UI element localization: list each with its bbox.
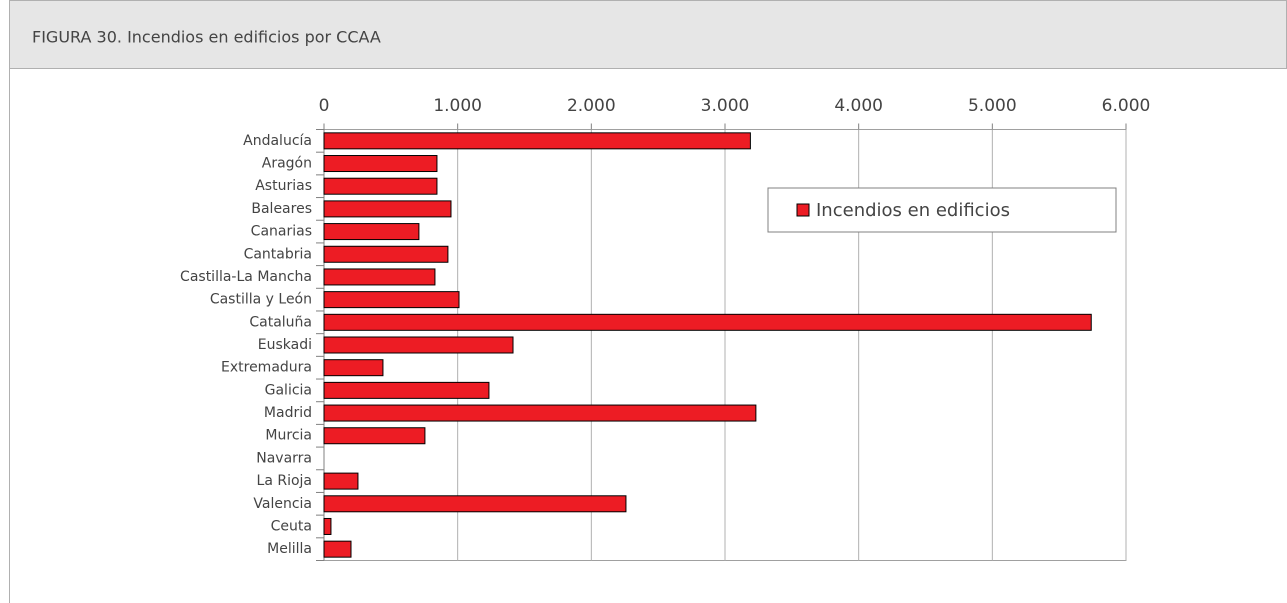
y-tick-label: Euskadi — [258, 337, 312, 353]
x-tick-label: 6.000 — [1102, 96, 1151, 116]
bar — [323, 200, 452, 218]
y-tick-label: Baleares — [251, 201, 312, 217]
y-tick-label: Castilla-La Mancha — [180, 269, 312, 285]
legend-box — [767, 187, 1117, 233]
y-tick-label: La Rioja — [257, 473, 312, 489]
y-tick-label: Cataluña — [249, 314, 312, 330]
bar — [323, 472, 359, 490]
legend-swatch — [796, 203, 810, 217]
x-tick-label: 4.000 — [834, 96, 883, 116]
bar — [323, 132, 751, 150]
y-tick-label: Madrid — [264, 405, 312, 421]
bar — [323, 540, 352, 558]
bar — [323, 291, 460, 309]
bar — [323, 495, 627, 513]
x-tick-label: 2.000 — [567, 96, 616, 116]
bar — [323, 359, 384, 377]
x-tick-label: 5.000 — [968, 96, 1017, 116]
y-tick-label: Cantabria — [244, 246, 312, 262]
y-tick-label: Murcia — [265, 428, 312, 444]
x-tick-label: 0 — [319, 96, 330, 116]
bar — [323, 404, 757, 422]
bar — [323, 177, 438, 195]
y-tick-label: Galicia — [265, 382, 312, 398]
y-tick-label: Melilla — [267, 541, 312, 557]
bar — [323, 245, 449, 263]
bar — [323, 223, 420, 241]
header-band — [9, 0, 1287, 69]
bar — [323, 155, 438, 173]
y-tick-label: Aragón — [262, 156, 312, 172]
y-tick-label: Canarias — [251, 224, 312, 240]
y-tick-label: Andalucía — [243, 133, 312, 149]
y-tick-label: Ceuta — [271, 518, 312, 534]
y-tick-label: Extremadura — [221, 360, 312, 376]
bar — [323, 336, 514, 354]
bar — [323, 313, 1092, 331]
x-tick-label: 1.000 — [433, 96, 482, 116]
y-tick-label: Castilla y León — [210, 292, 312, 308]
y-tick-label: Valencia — [253, 496, 312, 512]
y-tick-label: Asturias — [255, 178, 312, 194]
y-tick-label: Navarra — [256, 450, 312, 466]
bar — [323, 268, 436, 286]
bar — [323, 517, 332, 535]
bar — [323, 427, 426, 445]
chart-title: FIGURA 30. Incendios en edificios por CC… — [32, 28, 381, 47]
bar — [323, 381, 490, 399]
legend-label: Incendios en edificios — [816, 200, 1010, 221]
x-tick-label: 3.000 — [701, 96, 750, 116]
